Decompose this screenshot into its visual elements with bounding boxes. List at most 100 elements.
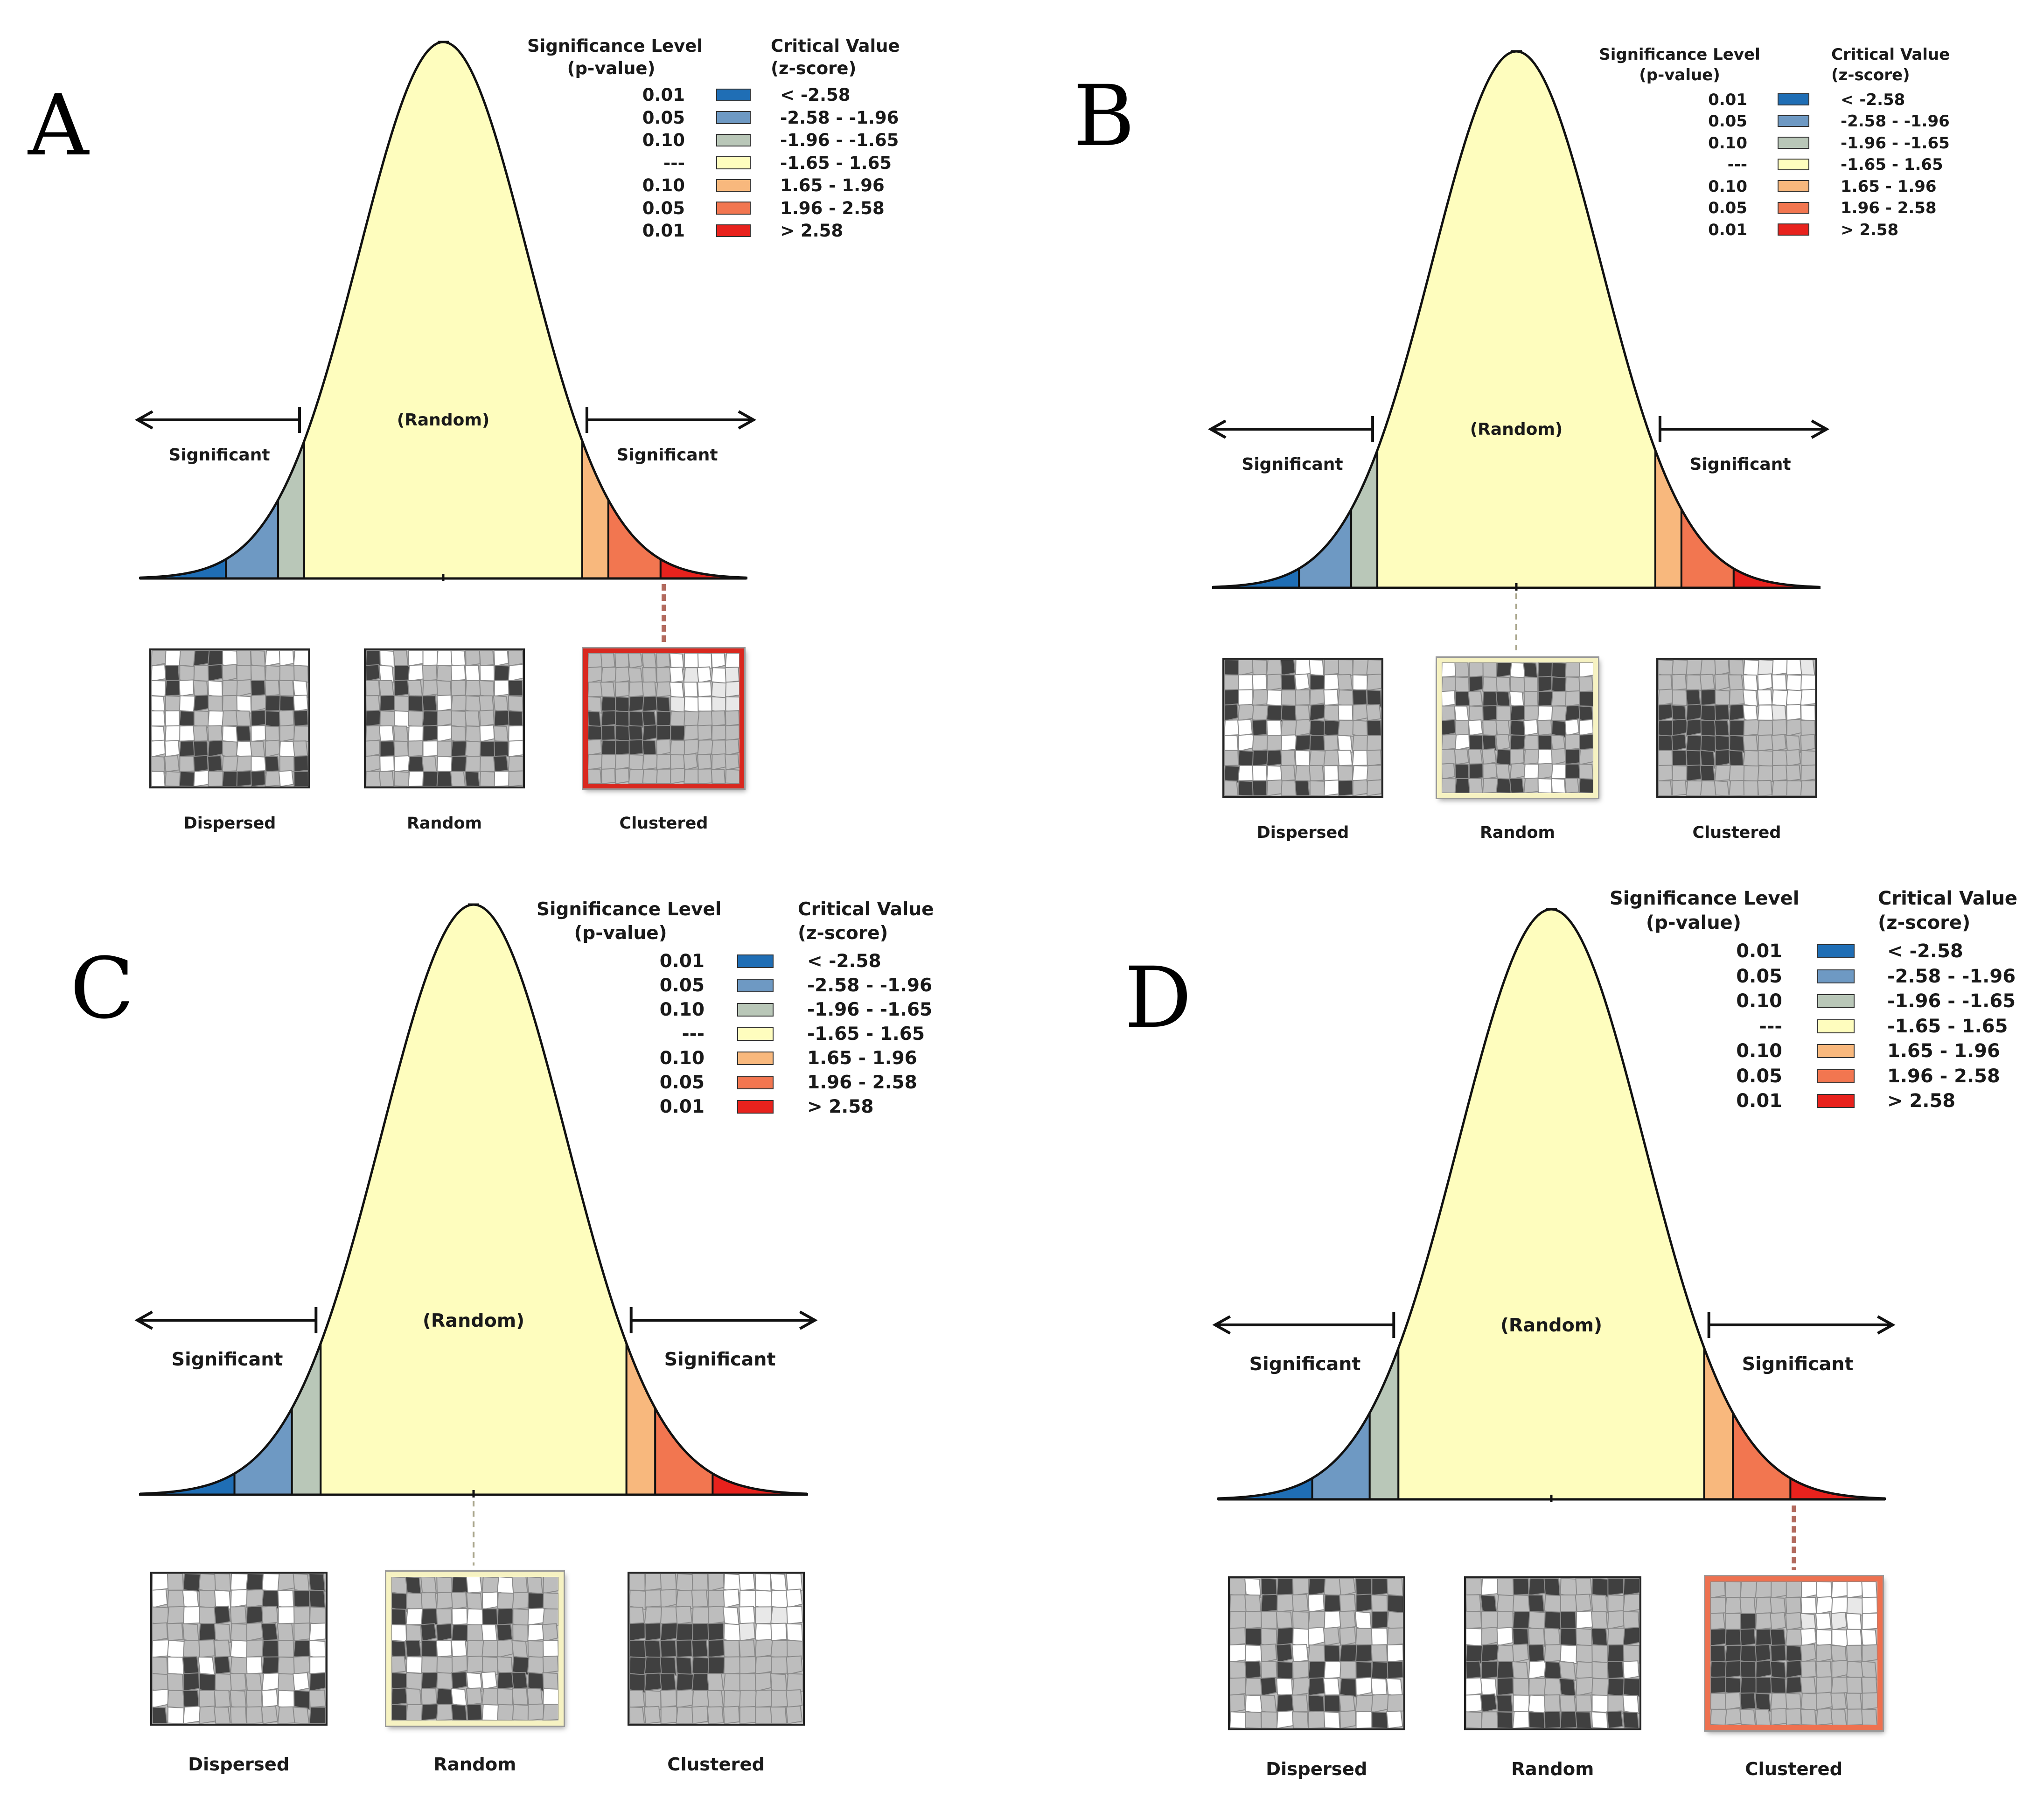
- map-polygon: [1238, 733, 1254, 752]
- map-polygon: [642, 681, 657, 697]
- map-polygon: [1260, 1661, 1277, 1679]
- map-polygon: [250, 770, 266, 787]
- dispersed-pattern-map: [151, 650, 308, 787]
- map-polygon: [236, 725, 251, 742]
- map-polygon: [1815, 1612, 1832, 1630]
- map-polygon: [1591, 1711, 1608, 1728]
- map-polygon: [1755, 1628, 1773, 1646]
- map-polygon: [151, 771, 166, 787]
- map-polygon: [1309, 734, 1326, 751]
- map-polygon: [1565, 690, 1581, 707]
- map-polygon: [391, 1608, 407, 1627]
- map-polygon: [264, 756, 280, 773]
- map-polygon: [1710, 1628, 1727, 1646]
- zone-area-0: [139, 557, 227, 579]
- map-polygon: [1770, 1677, 1787, 1696]
- map-polygon: [1229, 1711, 1249, 1728]
- map-polygon: [1740, 1581, 1758, 1598]
- legend-z-score: -1.96 - -1.65: [807, 999, 933, 1021]
- map-polygon: [230, 1606, 247, 1624]
- map-polygon: [1846, 1708, 1863, 1725]
- legend-swatch: [716, 133, 751, 147]
- map-polygon: [222, 725, 238, 743]
- map-polygon: [1496, 778, 1514, 793]
- map-polygon: [691, 1706, 709, 1724]
- map-polygon: [408, 710, 424, 729]
- dispersed-caption: Dispersed: [1256, 823, 1349, 842]
- map-polygon: [179, 695, 195, 712]
- map-polygon: [1729, 765, 1746, 781]
- map-polygon: [1468, 675, 1484, 693]
- map-polygon: [1292, 1660, 1309, 1679]
- map-polygon: [754, 1623, 774, 1643]
- map-polygon: [451, 1704, 467, 1720]
- map-polygon: [600, 739, 618, 756]
- map-polygon: [707, 1656, 726, 1674]
- map-polygon: [1816, 1692, 1833, 1711]
- map-polygon: [466, 1704, 483, 1720]
- map-polygon: [497, 1704, 515, 1720]
- significance-heading: Significance Level (p-value): [537, 899, 722, 944]
- map-polygon: [1831, 1581, 1849, 1599]
- map-polygon: [786, 1673, 803, 1692]
- map-polygon: [481, 1608, 498, 1625]
- map-polygon: [421, 1608, 439, 1625]
- map-polygon: [642, 667, 657, 683]
- map-polygon: [279, 710, 294, 727]
- legend-z-score: 1.65 - 1.96: [1841, 177, 1937, 196]
- map-polygon: [1276, 1627, 1295, 1646]
- map-polygon: [1512, 1678, 1529, 1696]
- map-polygon: [251, 725, 266, 742]
- map-polygon: [366, 650, 383, 668]
- map-polygon: [785, 1689, 803, 1708]
- map-polygon: [1481, 1611, 1498, 1629]
- right-arrow-icon: [629, 1307, 818, 1333]
- map-polygon: [408, 650, 424, 667]
- map-polygon: [684, 768, 700, 784]
- map-polygon: [1755, 1677, 1772, 1694]
- map-polygon: [1537, 705, 1555, 722]
- map-polygon: [698, 696, 712, 712]
- map-polygon: [1528, 1594, 1545, 1613]
- curve-outline: [1217, 908, 1885, 1500]
- map-polygon: [1509, 691, 1525, 709]
- left-significant-label: Significant: [171, 1348, 283, 1370]
- legend-p-value: 0.05: [642, 107, 685, 128]
- map-polygon: [213, 1707, 231, 1724]
- map-polygon: [1591, 1678, 1610, 1697]
- map-polygon: [1260, 1611, 1278, 1629]
- map-polygon: [182, 1690, 200, 1708]
- map-polygon: [1537, 719, 1552, 736]
- map-polygon: [1387, 1694, 1403, 1713]
- map-polygon: [391, 1624, 407, 1642]
- map-polygon: [1324, 779, 1340, 796]
- map-polygon: [785, 1705, 803, 1724]
- map-polygon: [1229, 1644, 1246, 1663]
- map-polygon: [1323, 734, 1339, 752]
- map-polygon: [1743, 780, 1759, 796]
- map-polygon: [508, 650, 523, 667]
- map-polygon: [698, 768, 712, 784]
- map-polygon: [1252, 734, 1270, 752]
- random-map: [364, 648, 525, 788]
- map-polygon: [1495, 691, 1511, 708]
- map-polygon: [193, 740, 209, 757]
- map-polygon: [451, 1640, 467, 1658]
- map-polygon: [165, 650, 181, 667]
- map-polygon: [1846, 1597, 1864, 1616]
- map-polygon: [309, 1623, 326, 1642]
- map-polygon: [691, 1606, 711, 1625]
- map-polygon: [1339, 1710, 1357, 1728]
- map-polygon: [588, 696, 602, 714]
- map-polygon: [246, 1639, 264, 1658]
- map-polygon: [656, 724, 671, 741]
- map-polygon: [293, 1690, 311, 1710]
- map-polygon: [198, 1639, 216, 1658]
- map-polygon: [1755, 1612, 1773, 1630]
- map-polygon: [408, 664, 426, 682]
- legend-p-value: 0.10: [1736, 1040, 1782, 1062]
- random-caption: Random: [1511, 1758, 1594, 1780]
- map-polygon: [152, 1622, 168, 1642]
- map-polygon: [1800, 1596, 1817, 1614]
- map-polygon: [1367, 779, 1381, 796]
